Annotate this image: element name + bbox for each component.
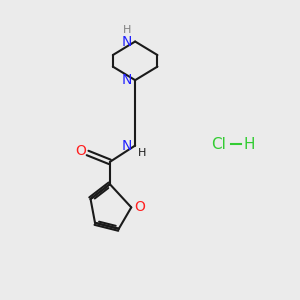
Text: H: H xyxy=(123,25,131,35)
Text: Cl: Cl xyxy=(211,136,226,152)
Text: H: H xyxy=(244,136,255,152)
Text: H: H xyxy=(137,148,146,158)
Text: N: N xyxy=(122,34,132,49)
Text: N: N xyxy=(122,139,132,152)
Text: O: O xyxy=(134,200,145,214)
Text: N: N xyxy=(122,73,132,87)
Text: O: O xyxy=(76,144,86,158)
